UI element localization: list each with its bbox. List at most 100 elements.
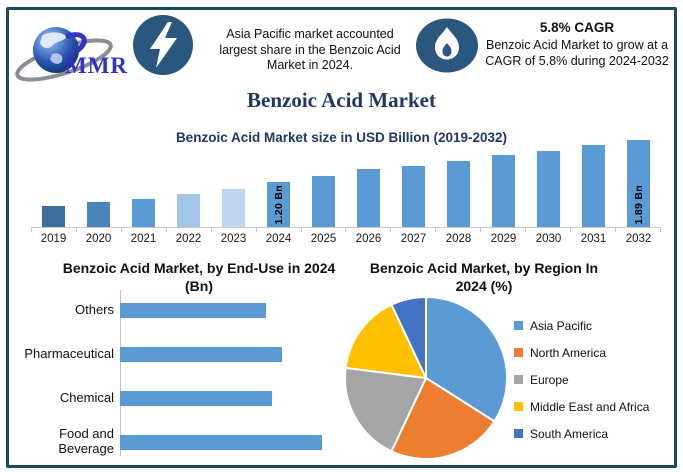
end-use-row: Food and Beverage bbox=[14, 420, 346, 464]
brand-logo: MMR bbox=[12, 20, 134, 84]
bar-cell bbox=[391, 137, 436, 227]
category-label: Food and Beverage bbox=[58, 426, 114, 456]
bar-2022 bbox=[177, 194, 200, 227]
bar-2019 bbox=[42, 205, 65, 227]
cagr-highlight: 5.8% CAGR Benzoic Acid Market to grow at… bbox=[479, 20, 675, 69]
axis-tick bbox=[302, 228, 347, 232]
bar-2023 bbox=[222, 189, 245, 227]
bar-cell bbox=[526, 137, 571, 227]
pie-slice-middle-east-and-africa bbox=[344, 303, 427, 379]
pie-title: Benzoic Acid Market, by Region In 2024 (%… bbox=[369, 260, 599, 294]
pie-slice-south-america bbox=[390, 296, 427, 379]
end-use-row: Others bbox=[14, 288, 346, 332]
region-pie-chart: Benzoic Acid Market, by Region In 2024 (%… bbox=[344, 258, 676, 464]
bar-2021 bbox=[132, 199, 155, 227]
trend-year-labels: 2019 2020 2021 2022 2023 2024 2025 2026 2027 2028… bbox=[31, 233, 661, 245]
end-use-bar bbox=[120, 302, 266, 318]
bar-cell: 1.20 Bn bbox=[256, 137, 301, 227]
axis-tick bbox=[257, 228, 302, 232]
trend-bars: 1.20 Bn 1.89 Bn bbox=[31, 137, 661, 227]
cagr-heading: 5.8% CAGR bbox=[539, 20, 615, 35]
end-use-title: Benzoic Acid Market, by End-Use in 2024(… bbox=[62, 260, 336, 294]
year-label: 2026 bbox=[355, 233, 382, 245]
axis-tick bbox=[571, 228, 616, 232]
legend-item: Middle East and Africa bbox=[514, 393, 649, 420]
legend-swatch bbox=[514, 429, 523, 438]
bar-cell bbox=[301, 137, 346, 227]
bar-cell: 1.89 Bn bbox=[616, 137, 661, 227]
cagr-text: Benzoic Acid Market to grow at a CAGR of … bbox=[485, 38, 669, 68]
legend-swatch bbox=[514, 402, 523, 411]
axis-tick bbox=[167, 228, 212, 232]
bar-cell bbox=[166, 137, 211, 227]
year-label: 2019 bbox=[40, 233, 67, 245]
flame-icon bbox=[416, 18, 478, 73]
bar-2024: 1.20 Bn bbox=[267, 182, 290, 227]
end-use-row: Pharmaceutical bbox=[14, 332, 346, 376]
end-use-bar bbox=[120, 346, 282, 362]
pie-slice-europe bbox=[344, 366, 427, 453]
year-label: 2025 bbox=[310, 233, 337, 245]
legend-swatch bbox=[514, 375, 523, 384]
bar-cell bbox=[481, 137, 526, 227]
axis-tick bbox=[481, 228, 527, 232]
bar-cell bbox=[31, 137, 76, 227]
end-use-chart: Benzoic Acid Market, by End-Use in 2024(… bbox=[14, 258, 346, 464]
lightning-icon bbox=[133, 15, 193, 75]
legend-item: South America bbox=[514, 420, 649, 447]
legend-swatch bbox=[514, 348, 523, 357]
axis-tick bbox=[212, 228, 257, 232]
legend-label: Europe bbox=[530, 372, 569, 387]
pie-legend: Asia Pacific North America Europe Middle Ea… bbox=[514, 312, 649, 447]
axis-tick bbox=[526, 228, 572, 232]
bar-2029 bbox=[492, 154, 515, 227]
bar-2032: 1.89 Bn bbox=[627, 139, 650, 227]
year-label: 2032 bbox=[625, 233, 652, 245]
end-use-bar bbox=[120, 434, 322, 450]
end-use-row: Chemical bbox=[14, 376, 346, 420]
bar-2030 bbox=[537, 150, 560, 227]
axis-tick bbox=[77, 228, 122, 232]
legend-label: South America bbox=[530, 426, 609, 441]
axis-tick bbox=[616, 228, 661, 232]
legend-item: Europe bbox=[514, 366, 649, 393]
asia-pacific-highlight: Asia Pacific market accounted largest sha… bbox=[219, 27, 401, 73]
bar-cell bbox=[571, 137, 616, 227]
trend-x-axis bbox=[31, 227, 661, 232]
year-label: 2029 bbox=[490, 233, 517, 245]
bar-2025 bbox=[312, 176, 335, 227]
legend-item: North America bbox=[514, 339, 649, 366]
year-label: 2024 bbox=[265, 233, 292, 245]
logo-text: MMR bbox=[65, 53, 129, 78]
legend-label: North America bbox=[530, 345, 607, 360]
axis-tick bbox=[436, 228, 482, 232]
year-label: 2022 bbox=[175, 233, 202, 245]
end-use-bar bbox=[120, 390, 272, 406]
year-label: 2027 bbox=[400, 233, 427, 245]
bar-2020 bbox=[87, 202, 110, 227]
bar-cell bbox=[211, 137, 256, 227]
year-label: 2021 bbox=[130, 233, 157, 245]
end-use-axis-line bbox=[120, 290, 121, 456]
legend-label: Middle East and Africa bbox=[530, 399, 650, 414]
bar-value-label: 1.89 Bn bbox=[632, 184, 645, 224]
globe-icon bbox=[15, 27, 113, 82]
bar-value-label: 1.20 Bn bbox=[272, 184, 285, 224]
page-title: Benzoic Acid Market bbox=[247, 88, 436, 112]
category-label: Chemical bbox=[59, 389, 114, 405]
axis-tick bbox=[346, 228, 392, 232]
axis-tick bbox=[122, 228, 167, 232]
bar-2031 bbox=[582, 144, 605, 227]
trend-chart-title: Benzoic Acid Market size in USD Billion … bbox=[175, 130, 508, 145]
axis-tick bbox=[391, 228, 437, 232]
category-label: Pharmaceutical bbox=[24, 345, 114, 361]
category-label: Others bbox=[74, 301, 114, 317]
year-label: 2020 bbox=[85, 233, 112, 245]
pie bbox=[344, 296, 508, 460]
year-label: 2023 bbox=[220, 233, 247, 245]
bar-2027 bbox=[402, 166, 425, 227]
bar-cell bbox=[346, 137, 391, 227]
bar-cell bbox=[436, 137, 481, 227]
legend-swatch bbox=[514, 321, 523, 330]
